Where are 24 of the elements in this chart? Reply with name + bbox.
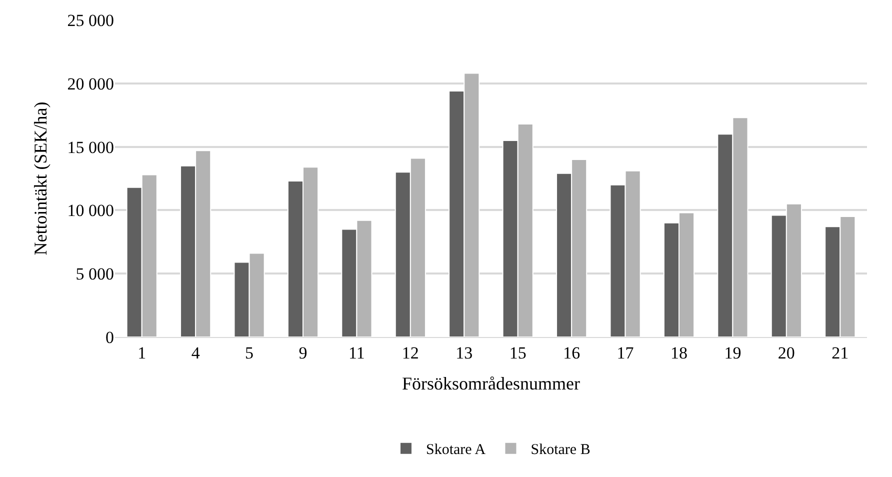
y-tick-label: 20 000 (67, 74, 114, 94)
y-tick-label: 25 000 (67, 10, 114, 30)
x-tick-label: 1 (138, 343, 146, 362)
x-tick-label: 13 (456, 343, 473, 362)
x-tick-label: 21 (832, 343, 849, 362)
x-tick-label: 20 (778, 343, 795, 362)
x-tick-label: 5 (245, 343, 254, 362)
y-tick-label: 10 000 (67, 201, 114, 220)
x-tick-label: 18 (670, 343, 688, 362)
x-tick-label: 16 (563, 343, 580, 362)
x-tick-label: 17 (616, 343, 634, 362)
x-tick-label: 19 (724, 343, 742, 362)
y-axis-title: Nettointäkt (SEK/ha) (30, 102, 50, 256)
y-tick-label: 15 000 (67, 138, 114, 157)
x-tick-label: 12 (402, 343, 419, 362)
x-tick-label: 4 (191, 343, 200, 362)
x-tick-label: 9 (298, 343, 308, 362)
y-tick-label: 5 000 (76, 264, 114, 284)
y-tick-label: 0 (106, 328, 114, 347)
x-tick-label: 11 (348, 343, 365, 362)
legend-label: Skotare B (530, 442, 590, 458)
legend-label: Skotare A (426, 442, 486, 458)
x-axis-title: Försöksområdesnummer (402, 374, 580, 394)
x-tick-label: 15 (509, 343, 526, 362)
